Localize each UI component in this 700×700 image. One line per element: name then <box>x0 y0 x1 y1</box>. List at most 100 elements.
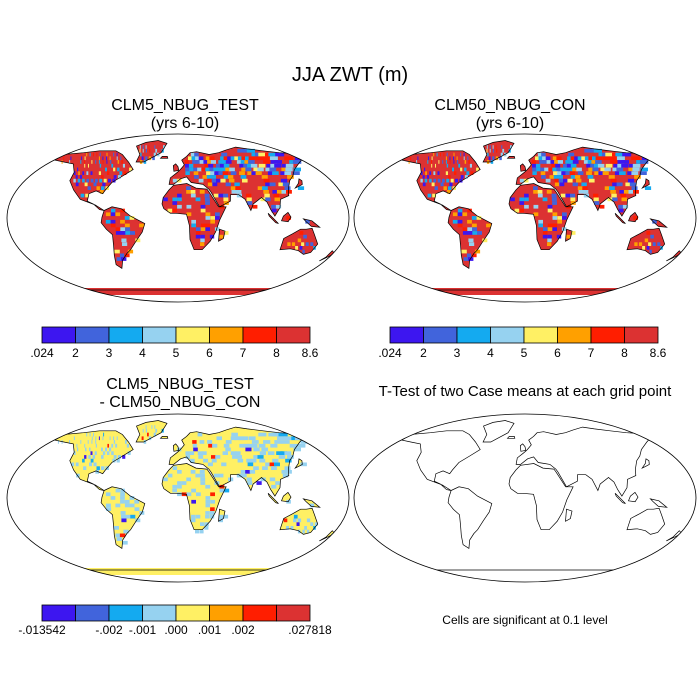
grid-cell <box>120 219 125 224</box>
grid-cell <box>193 167 198 172</box>
grid-cell <box>482 238 488 243</box>
grid-cell <box>205 167 211 172</box>
grid-cell <box>612 182 619 187</box>
grid-cell <box>120 156 122 161</box>
coastline-africa <box>161 183 227 251</box>
grid-cell <box>134 499 140 504</box>
grid-cell <box>581 156 588 161</box>
grid-cell <box>122 540 128 545</box>
grid-cell <box>120 231 126 235</box>
grid-cell <box>278 182 285 187</box>
grid-cell <box>210 219 215 224</box>
grid-cell <box>453 156 454 161</box>
grid-cell <box>533 190 538 194</box>
grid-cell <box>562 212 567 217</box>
grid-cell <box>227 156 234 161</box>
grid-cell <box>211 175 216 179</box>
grid-cell <box>115 212 121 217</box>
grid-cell <box>552 156 558 161</box>
grid-cell <box>524 193 529 198</box>
grid-cell <box>552 167 558 172</box>
grid-cell <box>74 451 76 455</box>
grid-cell <box>552 223 558 228</box>
grid-cell <box>583 190 589 194</box>
grid-cell <box>200 204 206 209</box>
grid-cell <box>117 455 121 459</box>
grid-cell <box>537 152 543 157</box>
grid-cell <box>570 193 576 198</box>
grid-cell <box>191 488 196 493</box>
grid-cell <box>492 148 494 153</box>
grid-cell <box>105 219 111 224</box>
grid-cell <box>172 466 178 470</box>
grid-cell <box>618 204 624 209</box>
grid-cell <box>93 182 97 187</box>
grid-cell <box>291 242 296 246</box>
grid-cell <box>110 223 116 228</box>
map-border <box>353 133 697 303</box>
grid-cell <box>205 511 210 515</box>
grid-cell <box>461 249 467 254</box>
grid-cell <box>456 156 458 161</box>
grid-cell <box>542 156 547 161</box>
grid-cell <box>600 167 607 172</box>
grid-cell <box>286 499 291 504</box>
grid-cell <box>241 167 248 172</box>
grid-cell <box>568 152 575 157</box>
grid-cell <box>119 171 123 175</box>
grid-cell <box>565 193 571 198</box>
grid-cell <box>105 492 111 497</box>
grid-cell <box>598 171 605 175</box>
grid-cell <box>121 518 127 523</box>
coastline-northAmerica <box>401 150 481 211</box>
colorbar-tick-label: 6 <box>554 346 561 360</box>
coastline-newGuinea <box>649 498 668 508</box>
grid-cell <box>519 201 525 205</box>
grid-cell <box>241 436 249 441</box>
grid-cell <box>463 156 465 161</box>
grid-cell <box>245 447 252 452</box>
grid-cell <box>246 197 252 202</box>
colorbar-swatch <box>75 604 110 622</box>
grid-cell <box>214 171 220 175</box>
grid-cell <box>107 171 110 175</box>
grid-cell <box>239 443 246 448</box>
grid-cell <box>269 477 276 482</box>
grid-cell <box>221 167 227 172</box>
grid-cell <box>229 167 235 172</box>
grid-cell <box>101 447 103 452</box>
grid-cell <box>281 440 290 444</box>
grid-cell <box>221 462 227 467</box>
grid-cell <box>207 178 213 183</box>
grid-cell <box>247 443 254 448</box>
grid-cell <box>440 152 441 157</box>
colorbar-swatch <box>142 326 177 344</box>
grid-cell <box>223 156 230 161</box>
grid-cell <box>113 526 119 530</box>
grid-cell <box>266 163 274 168</box>
grid-cell <box>155 428 158 433</box>
grid-cell <box>210 511 215 515</box>
grid-cell <box>558 175 563 179</box>
grid-cell <box>69 160 71 164</box>
grid-cell <box>195 529 200 534</box>
grid-cell <box>63 156 65 161</box>
grid-cell <box>122 163 125 168</box>
grid-cell <box>305 242 309 246</box>
grid-cell <box>236 455 242 459</box>
grid-cell <box>612 167 620 172</box>
coastline-sumatra <box>614 213 626 224</box>
grid-cell <box>197 432 203 437</box>
grid-cell <box>209 156 215 161</box>
grid-cell <box>241 473 247 478</box>
grid-cell <box>189 451 195 455</box>
grid-cell <box>588 156 596 161</box>
grid-cell <box>628 163 637 168</box>
grid-cell <box>457 208 463 213</box>
grid-cell <box>257 167 264 172</box>
grid-cell <box>114 249 120 254</box>
grid-cell <box>126 443 130 448</box>
grid-cell <box>204 526 209 530</box>
grid-cell <box>433 178 437 183</box>
grid-cell <box>217 167 223 172</box>
